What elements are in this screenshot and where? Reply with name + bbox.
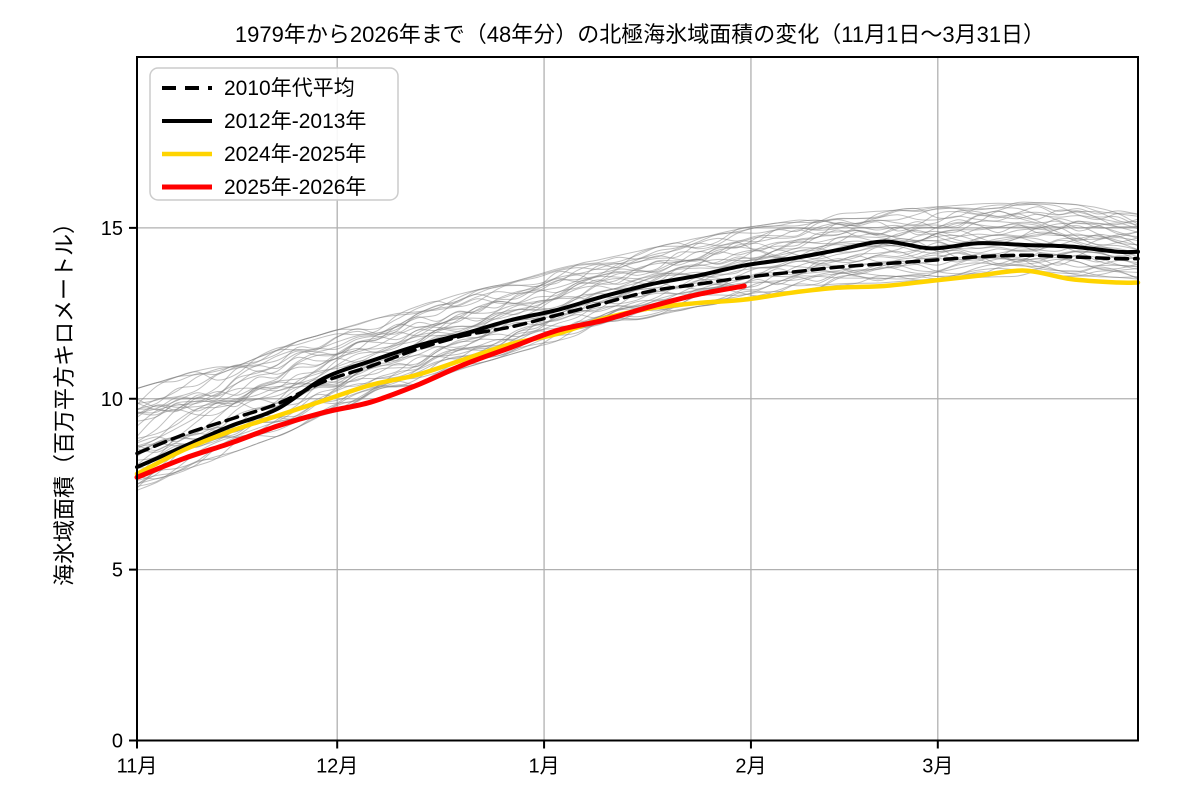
- background-year-line: [136, 206, 1139, 408]
- tick-labels: 0 5 10 15 11月 12月 1月 2月 3月: [101, 218, 954, 778]
- background-year-line: [136, 220, 1139, 413]
- background-year-lines: [136, 201, 1139, 491]
- legend-item-label: 2012年-2013年: [224, 110, 366, 133]
- background-year-line: [136, 202, 1139, 389]
- y-tick-label: 5: [112, 560, 123, 582]
- background-year-line: [136, 207, 1139, 404]
- legend: 2010年代平均 2012年-2013年 2024年-2025年 2025年-2026…: [149, 67, 399, 201]
- legend-item-label: 2025年-2026年: [224, 176, 366, 199]
- x-tick-label: 11月: [117, 756, 158, 778]
- series-line-2025年-2026年: [134, 283, 747, 480]
- background-year-line: [136, 264, 1139, 485]
- legend-item-label: 2010年代平均: [224, 77, 355, 100]
- background-year-line: [136, 221, 1139, 427]
- y-axis-label: 海氷域面積（百万平方キロメートル）: [52, 212, 77, 586]
- legend-item-label: 2024年-2025年: [224, 143, 366, 166]
- y-tick-label: 0: [112, 731, 123, 753]
- x-tick-label: 12月: [316, 756, 358, 778]
- series-line-2010年代平均: [135, 253, 1140, 456]
- background-year-line: [136, 234, 1139, 439]
- background-year-line: [136, 203, 1139, 405]
- background-year-line: [136, 209, 1139, 410]
- x-tick-label: 2月: [735, 756, 766, 778]
- chart-title: 1979年から2026年まで（48年分）の北極海氷域面積の変化（11月1日〜3月…: [235, 22, 1045, 47]
- series-line-2012年-2013年: [135, 239, 1140, 470]
- background-year-line: [136, 202, 1139, 389]
- y-tick-label: 15: [101, 218, 123, 240]
- background-year-line: [136, 270, 1139, 491]
- x-tick-label: 3月: [922, 756, 953, 778]
- background-year-line: [136, 222, 1139, 414]
- series-line-2024年-2025年: [134, 268, 1141, 477]
- background-year-line: [136, 244, 1139, 457]
- x-tick-label: 1月: [529, 756, 560, 778]
- legend-box: [149, 67, 399, 201]
- background-year-line: [136, 210, 1139, 412]
- tick-marks: [129, 226, 939, 749]
- background-year-line: [136, 237, 1139, 453]
- y-tick-label: 10: [101, 389, 123, 411]
- highlighted-series-lines: [134, 239, 1141, 480]
